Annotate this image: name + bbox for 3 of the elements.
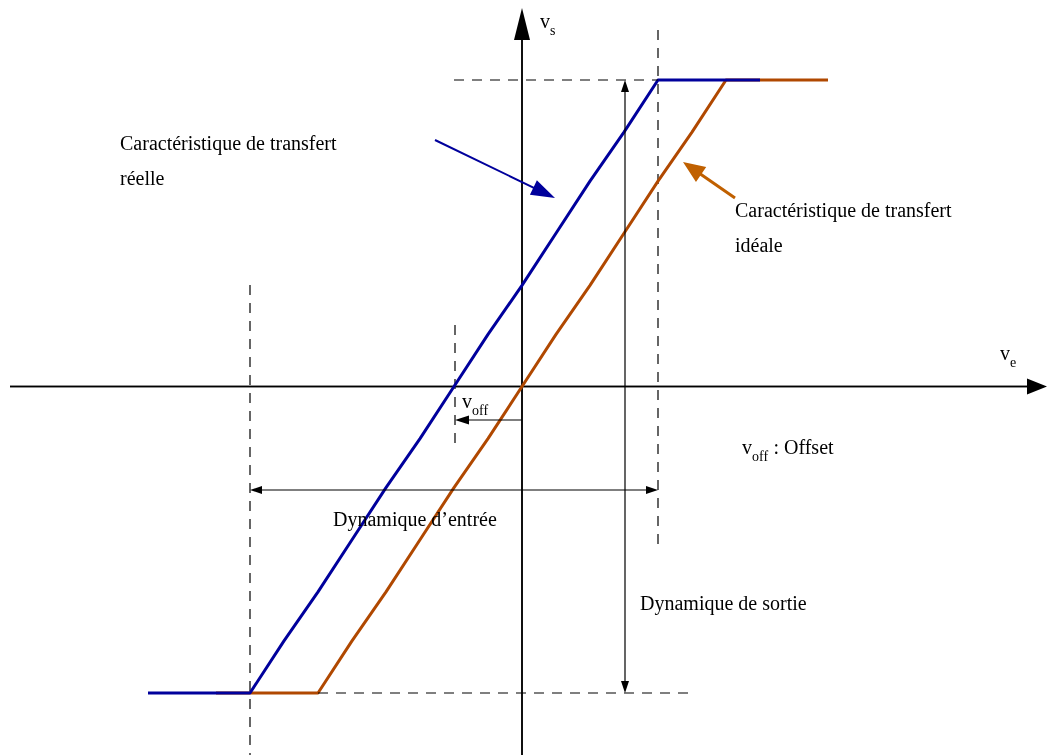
annotation: Caractéristique de transfert réelle — [120, 132, 338, 189]
annotation: Dynamique de sortie — [640, 592, 807, 615]
annotation: Caractéristique de transfert idéale — [735, 199, 953, 256]
